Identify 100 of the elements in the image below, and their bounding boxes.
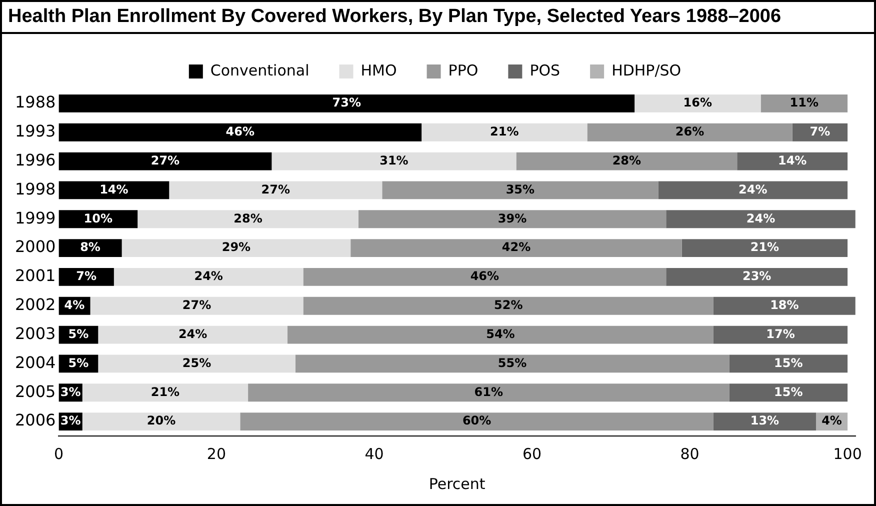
data-label: 21%	[750, 240, 780, 254]
bar	[737, 152, 848, 170]
data-label: 24%	[738, 182, 768, 196]
bar	[760, 94, 848, 112]
y-tick-label: 1999	[15, 208, 56, 228]
bar	[58, 210, 138, 228]
bar	[713, 412, 816, 431]
bar	[169, 181, 382, 200]
data-label: 39%	[498, 211, 527, 226]
data-label: 24%	[194, 269, 223, 284]
legend-label: HDHP/SO	[612, 61, 682, 80]
x-tick-label: 40	[364, 444, 384, 463]
bar	[287, 326, 714, 344]
bar	[658, 181, 848, 200]
bar	[382, 181, 658, 200]
x-tick-label: 0	[54, 444, 64, 463]
bar	[422, 123, 588, 142]
x-tick-label: 80	[680, 444, 700, 463]
bar	[666, 268, 848, 286]
bar	[90, 296, 304, 315]
y-tick-label: 2002	[15, 295, 56, 314]
y-tick-label: 2005	[15, 382, 56, 401]
data-label: 4%	[64, 298, 85, 312]
chart-title: Health Plan Enrollment By Covered Workers, By Plan Type, Selected Years 1988–2006	[2, 2, 874, 34]
bar	[303, 268, 666, 286]
data-label: 17%	[766, 326, 795, 341]
data-label: 5%	[68, 356, 89, 370]
bar	[713, 296, 856, 315]
bar	[138, 210, 358, 228]
y-tick-label: 1993	[15, 122, 56, 141]
bar	[682, 239, 848, 258]
bar	[587, 123, 792, 142]
bar	[303, 296, 714, 315]
bar	[634, 94, 761, 112]
bar	[666, 210, 856, 228]
data-label: 13%	[750, 414, 780, 428]
x-axis-title: Percent	[428, 474, 486, 493]
legend-label: Conventional	[210, 61, 310, 80]
y-tick-label: 2004	[15, 352, 56, 372]
legend-label: HMO	[360, 61, 397, 80]
y-tick-label: 2006	[15, 410, 56, 430]
bar	[98, 326, 288, 344]
data-label: 26%	[675, 124, 704, 138]
data-label: 25%	[182, 356, 212, 370]
data-label: 55%	[498, 356, 527, 370]
data-label: 46%	[470, 269, 500, 284]
data-label: 8%	[80, 240, 100, 254]
bar	[240, 412, 714, 431]
bar	[350, 239, 682, 258]
data-label: 31%	[380, 153, 408, 168]
bar	[272, 152, 516, 170]
data-label: 10%	[84, 211, 113, 226]
bar	[729, 354, 848, 373]
bar	[82, 384, 248, 402]
y-tick-label: 2003	[15, 324, 56, 343]
data-label: 15%	[774, 384, 803, 399]
bar	[114, 268, 304, 286]
data-label: 5%	[68, 326, 89, 341]
data-label: 14%	[778, 153, 807, 168]
bar	[122, 239, 351, 258]
data-label: 60%	[462, 414, 492, 428]
bar	[58, 152, 272, 170]
data-label: 24%	[746, 211, 776, 226]
data-label: 14%	[100, 182, 128, 196]
bar	[516, 152, 738, 170]
y-tick-label: 1998	[15, 179, 56, 198]
data-label: 15%	[774, 356, 803, 370]
data-label: 7%	[810, 124, 830, 138]
data-label: 73%	[332, 96, 362, 110]
data-label: 46%	[226, 124, 255, 138]
y-tick-label: 1996	[15, 150, 56, 170]
y-tick-label: 2001	[15, 266, 56, 286]
data-label: 35%	[506, 182, 535, 196]
bar	[98, 354, 296, 373]
legend-label: PPO	[448, 61, 478, 80]
data-label: 20%	[146, 414, 176, 428]
data-label: 27%	[150, 153, 180, 168]
y-tick-label: 2000	[15, 237, 56, 256]
data-label: 11%	[790, 96, 819, 110]
data-label: 61%	[474, 384, 503, 399]
data-label: 4%	[822, 414, 842, 428]
legend-label: POS	[530, 61, 560, 80]
bar	[248, 384, 730, 402]
bar	[58, 239, 122, 258]
x-tick-label: 100	[833, 444, 862, 463]
data-label: 16%	[683, 96, 712, 110]
x-tick-label: 20	[206, 444, 226, 463]
data-label: 3%	[60, 414, 81, 428]
bar	[82, 412, 240, 431]
y-tick-label: 1988	[15, 92, 56, 112]
data-label: 23%	[742, 269, 772, 284]
bar	[58, 123, 422, 142]
bar	[792, 123, 848, 142]
data-label: 21%	[150, 384, 180, 399]
data-label: 24%	[178, 326, 208, 341]
data-label: 29%	[222, 240, 251, 254]
bar	[295, 354, 730, 373]
data-label: 18%	[770, 298, 799, 312]
bar	[58, 94, 635, 112]
bar	[358, 210, 666, 228]
